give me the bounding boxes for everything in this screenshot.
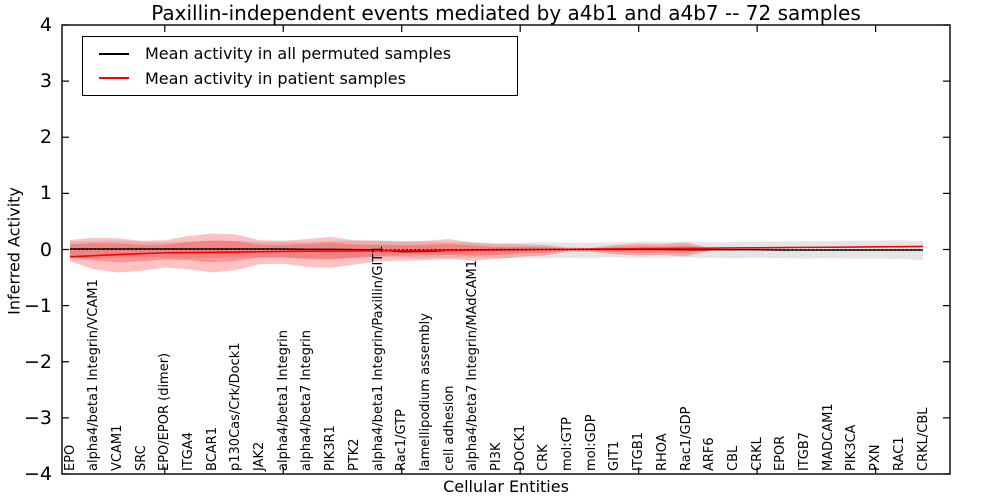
legend-label-patient: Mean activity in patient samples bbox=[145, 68, 406, 88]
y-tick-label: 2 bbox=[39, 126, 52, 149]
x-tick-label: CRKL bbox=[749, 437, 765, 471]
y-tick-label: 3 bbox=[39, 70, 52, 93]
x-tick-label: EPO bbox=[62, 444, 78, 471]
y-tick-label: −3 bbox=[23, 406, 52, 429]
band-patient-range-outer bbox=[70, 233, 710, 273]
x-tick-label: Rac1/GTP bbox=[394, 409, 410, 471]
y-tick-label: 1 bbox=[39, 182, 52, 205]
x-tick-label: PIK3R1 bbox=[323, 425, 339, 471]
y-tick-label: −2 bbox=[23, 350, 52, 373]
x-tick-label: CRKL/CBL bbox=[915, 407, 931, 472]
x-tick-label: ITGA4 bbox=[180, 431, 196, 471]
x-tick-label: ARF6 bbox=[702, 437, 718, 471]
x-tick-label: mol:GTP bbox=[560, 417, 576, 471]
x-tick-label: RHOA bbox=[654, 433, 670, 471]
x-tick-label: PI3K bbox=[489, 442, 504, 471]
x-tick-label: alpha4/beta1 Integrin bbox=[275, 329, 291, 471]
x-tick-label: ITGB1 bbox=[631, 431, 647, 471]
y-tick-label: 4 bbox=[39, 14, 52, 36]
x-tick-label: JAK2 bbox=[252, 441, 268, 471]
x-tick-label: lamellipodium assembly bbox=[417, 313, 433, 471]
x-tick-label: ITGB7 bbox=[797, 431, 813, 471]
x-tick-label: alpha4/beta7 Integrin/MAdCAM1 bbox=[465, 260, 481, 471]
y-tick-label: −1 bbox=[23, 294, 52, 317]
x-tick-label: EPOR bbox=[773, 435, 789, 471]
x-tick-label: SRC bbox=[133, 445, 149, 471]
x-tick-label: PIK3CA bbox=[844, 424, 860, 471]
legend: Mean activity in all permuted samples Me… bbox=[82, 36, 518, 96]
x-tick-label: RAC1 bbox=[891, 436, 907, 471]
y-tick-label: 0 bbox=[39, 238, 52, 261]
x-tick-label: mol:GDP bbox=[583, 414, 599, 471]
legend-row-permuted: Mean activity in all permuted samples bbox=[93, 44, 507, 63]
x-axis-label: Cellular Entities bbox=[443, 477, 569, 496]
x-tick-label: BCAR1 bbox=[204, 427, 220, 471]
x-tick-label: Rac1/GDP bbox=[678, 406, 694, 471]
x-tick-label: GIT1 bbox=[607, 440, 623, 471]
x-tick-label: DOCK1 bbox=[512, 424, 528, 471]
x-tick-label: alpha4/beta7 Integrin bbox=[299, 329, 315, 471]
x-tick-label: cell adhesion bbox=[441, 385, 457, 471]
permuted-line-swatch-icon bbox=[99, 52, 129, 55]
x-tick-label: CBL bbox=[725, 445, 741, 471]
legend-label-permuted: Mean activity in all permuted samples bbox=[145, 44, 452, 64]
patient-line-swatch-icon bbox=[99, 77, 129, 80]
y-tick-label: −4 bbox=[23, 463, 52, 485]
x-tick-label: VCAM1 bbox=[109, 424, 125, 471]
x-tick-label: alpha4/beta1 Integrin/Paxillin/GIT1 bbox=[370, 245, 386, 471]
chart-title: Paxillin-independent events mediated by … bbox=[151, 1, 861, 25]
x-tick-label: CRK bbox=[536, 444, 552, 471]
x-tick-label: alpha4/beta1 Integrin/VCAM1 bbox=[86, 279, 102, 471]
legend-row-patient: Mean activity in patient samples bbox=[93, 69, 507, 88]
x-tick-label: p130Cas/Crk/Dock1 bbox=[228, 342, 244, 471]
x-tick-label: PXN bbox=[868, 444, 884, 471]
x-tick-label: EPO/EPOR (dimer) bbox=[157, 352, 173, 471]
x-tick-label: MADCAM1 bbox=[820, 403, 836, 471]
x-tick-label: PTK2 bbox=[346, 438, 362, 471]
